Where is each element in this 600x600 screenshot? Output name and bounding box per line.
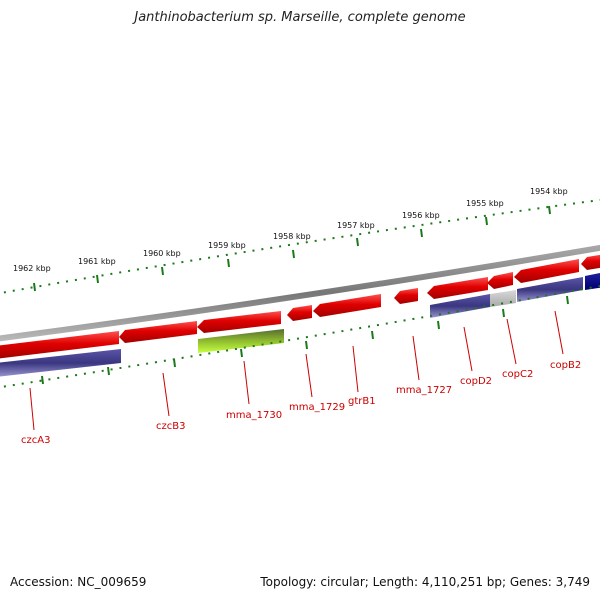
gene-edge-fwd-arrow	[581, 254, 600, 270]
gene-labels: czcA3 czcB3 mma_1730 mma_1729 gtrB1 mma_…	[21, 360, 581, 446]
gene-czcA3-lower	[0, 349, 121, 377]
kbp-label-1957: 1957 kbp	[337, 221, 375, 230]
gene-label-mma_1729: mma_1729	[289, 402, 345, 413]
gene-mma_1727-arrow	[394, 288, 418, 304]
gene-gtrB1-arrow	[313, 294, 381, 317]
gene-label-czcA3: czcA3	[21, 435, 50, 446]
gene-mma_1730-lower	[198, 329, 284, 353]
reverse-strand-genes	[0, 273, 600, 377]
gene-label-mma_1730: mma_1730	[226, 410, 282, 421]
gene-label-copC2: copC2	[502, 369, 533, 380]
forward-strand-genes	[0, 254, 600, 359]
inner-ruler	[0, 285, 600, 389]
genome-backbone	[0, 244, 600, 342]
kbp-label-1955: 1955 kbp	[466, 199, 504, 208]
kbp-label-1960: 1960 kbp	[143, 249, 181, 258]
gene-copC2-lower	[490, 290, 516, 307]
accession-text: Accession: NC_009659	[10, 575, 147, 589]
kbp-label-1959: 1959 kbp	[208, 241, 246, 250]
gene-label-gtrB1: gtrB1	[348, 396, 376, 407]
outer-ruler	[0, 199, 600, 295]
gene-czcB3-arrow	[119, 321, 197, 343]
gene-copD2-lower	[430, 294, 490, 318]
gene-label-czcB3: czcB3	[156, 421, 185, 432]
gene-label-mma_1727: mma_1727	[396, 385, 452, 396]
ruler-labels: 1962 kbp 1961 kbp 1960 kbp 1959 kbp 1958…	[13, 187, 568, 273]
gene-mma_1730-arrow	[197, 311, 281, 333]
gene-copB2-lower	[517, 277, 583, 302]
kbp-label-1961: 1961 kbp	[78, 257, 116, 266]
gene-edge-lower	[585, 273, 600, 290]
topology-text: Topology: circular; Length: 4,110,251 bp…	[260, 575, 590, 589]
gene-copB2-fwd-arrow	[514, 259, 579, 283]
gene-czcA3-arrow	[0, 331, 119, 359]
kbp-label-1958: 1958 kbp	[273, 232, 311, 241]
kbp-label-1954: 1954 kbp	[530, 187, 568, 196]
gene-copD2-fwd-arrow	[427, 277, 488, 299]
leader-lines	[29, 310, 564, 431]
gene-mma_1729-arrow	[287, 305, 312, 321]
map-title: Janthinobacterium sp. Marseille, complet…	[134, 10, 466, 25]
kbp-label-1962: 1962 kbp	[13, 264, 51, 273]
gene-copC2-fwd-arrow	[487, 272, 513, 289]
gene-label-copD2: copD2	[460, 376, 492, 387]
gene-label-copB2: copB2	[550, 360, 581, 371]
kbp-label-1956: 1956 kbp	[402, 211, 440, 220]
